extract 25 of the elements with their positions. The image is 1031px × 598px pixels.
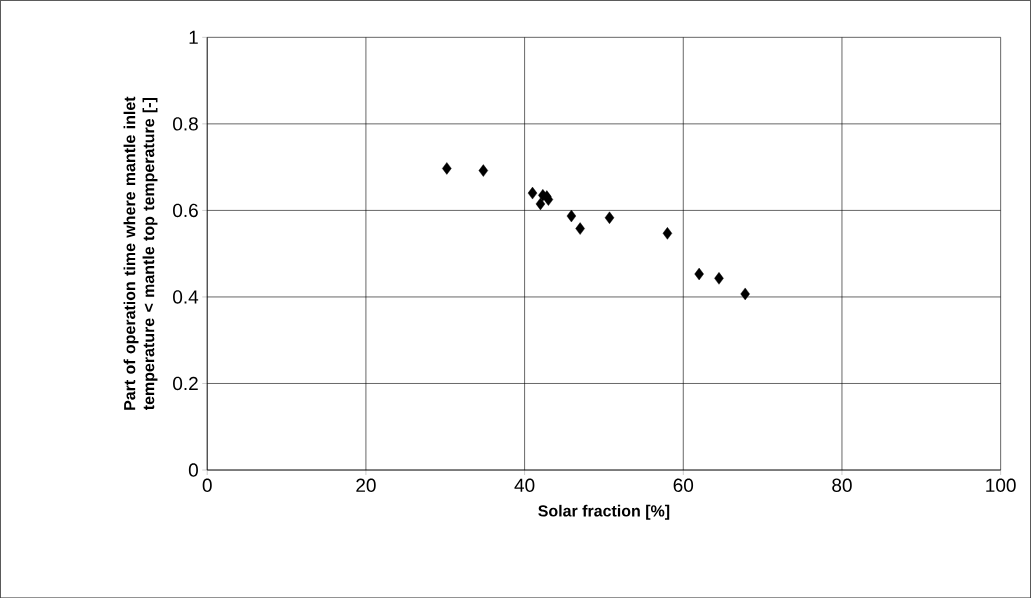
y-tick-label: 0.8: [173, 117, 198, 131]
point: [575, 222, 585, 235]
point: [604, 211, 615, 224]
y-axis-title: Part of operation time where mantle inlet temperature < mantle top temperature [-]: [123, 96, 158, 410]
y-tick-label: 1: [189, 30, 198, 44]
y-tick-label: 0.6: [173, 203, 198, 217]
x-axis-title: Solar fraction [%]: [538, 504, 670, 520]
y-tick-label: 0.4: [173, 290, 199, 304]
x-tick-label: 0: [202, 478, 212, 492]
point: [566, 209, 577, 223]
x-tick-label: 40: [514, 478, 535, 492]
point: [527, 186, 538, 200]
point: [740, 287, 750, 300]
point: [478, 164, 489, 177]
point: [442, 162, 452, 175]
point: [535, 197, 546, 210]
x-tick-label: 100: [986, 478, 1016, 492]
y-tick-label: 0.2: [173, 376, 198, 391]
point: [662, 227, 673, 240]
point: [694, 267, 704, 281]
x-tick-label: 20: [356, 478, 376, 492]
point: [714, 272, 724, 285]
y-tick-label: 0: [188, 463, 198, 477]
x-tick-label: 60: [673, 478, 694, 492]
x-tick-label: 80: [832, 478, 852, 492]
